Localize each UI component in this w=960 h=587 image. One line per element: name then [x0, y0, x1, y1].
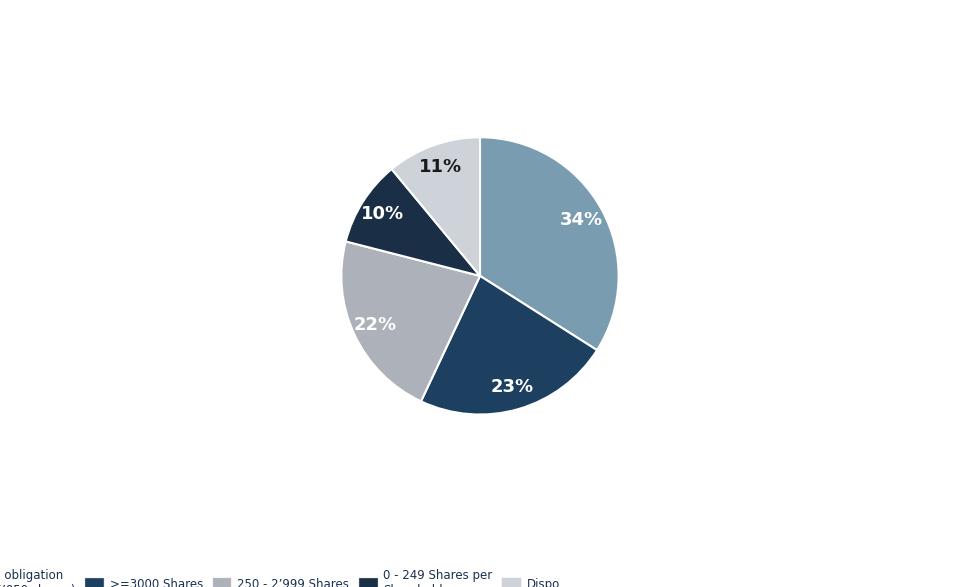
Legend: Reporting obligation
(as of 175’050 shares), >=3000 Shares, 250 - 2’999 Shares, : Reporting obligation (as of 175’050 shar…: [0, 569, 561, 587]
Wedge shape: [346, 169, 480, 276]
Text: 34%: 34%: [560, 211, 603, 230]
Wedge shape: [342, 241, 480, 402]
Text: 11%: 11%: [420, 158, 463, 176]
Wedge shape: [480, 137, 618, 350]
Text: 22%: 22%: [354, 316, 397, 334]
Wedge shape: [421, 276, 597, 414]
Text: 10%: 10%: [361, 205, 404, 223]
Text: 23%: 23%: [491, 378, 534, 396]
Wedge shape: [392, 137, 480, 276]
